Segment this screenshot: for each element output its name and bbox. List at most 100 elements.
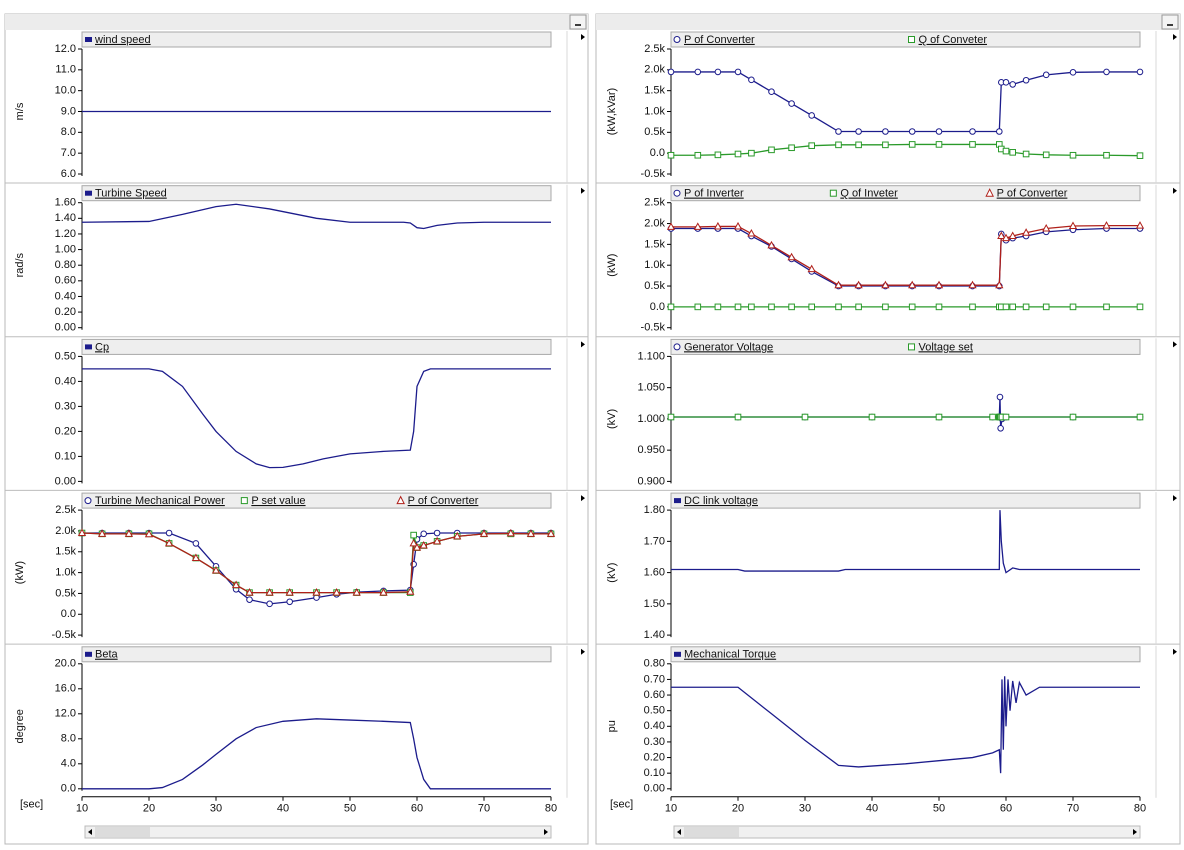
expand-arrow xyxy=(1173,495,1177,502)
marker xyxy=(1069,303,1077,311)
scroll-left[interactable] xyxy=(88,829,92,835)
x-tick-label: 80 xyxy=(545,803,557,815)
marker xyxy=(1135,221,1145,229)
x-tick-label: 20 xyxy=(732,803,744,815)
y-axis-label: degree xyxy=(14,709,26,743)
marker xyxy=(882,303,889,311)
y-tick-label: 1.60 xyxy=(644,567,665,579)
y-tick-label: 0.5k xyxy=(644,126,665,138)
marker xyxy=(191,553,201,562)
marker xyxy=(526,529,536,537)
y-tick-label: 1.50 xyxy=(644,598,665,610)
marker xyxy=(835,141,842,149)
y-tick-label: 2.0k xyxy=(644,64,665,76)
minimize-button[interactable] xyxy=(1161,14,1179,30)
marker xyxy=(881,280,890,289)
legend-label: Voltage set xyxy=(919,341,973,353)
marker xyxy=(734,68,742,76)
marker xyxy=(419,540,428,549)
legend-icon xyxy=(85,344,92,350)
marker xyxy=(285,588,294,596)
marker xyxy=(747,228,756,237)
marker xyxy=(908,141,916,148)
marker xyxy=(788,144,795,152)
y-axis-label: pu xyxy=(606,720,618,732)
marker xyxy=(935,303,943,311)
marker xyxy=(734,413,742,421)
marker xyxy=(882,128,889,135)
marker xyxy=(667,151,675,159)
marker xyxy=(969,128,976,135)
legend-icon xyxy=(908,343,915,351)
marker xyxy=(1002,413,1010,421)
marker xyxy=(453,531,462,540)
marker xyxy=(1069,151,1077,159)
scroll-right[interactable] xyxy=(1133,829,1137,835)
x-tick-label: 10 xyxy=(76,803,88,815)
y-tick-label: 11.0 xyxy=(55,64,76,76)
x-tick-label: 40 xyxy=(866,803,878,815)
y-axis-label: m/s xyxy=(14,102,26,120)
scroll-left[interactable] xyxy=(677,829,681,835)
y-tick-label: 2.0k xyxy=(644,217,665,229)
left-toolbar xyxy=(5,14,588,30)
scrollbar[interactable] xyxy=(84,825,552,839)
marker xyxy=(1103,303,1110,311)
y-tick-label: 0.50 xyxy=(55,350,76,362)
marker xyxy=(1022,76,1030,84)
x-tick-label: 80 xyxy=(1134,803,1146,815)
legend-label: Q of Inveter xyxy=(840,188,898,200)
x-tick-label: 70 xyxy=(478,803,490,815)
y-tick-label: 10.0 xyxy=(55,85,76,97)
marker xyxy=(433,529,441,537)
marker xyxy=(935,141,943,148)
marker xyxy=(1069,69,1077,76)
scroll-track[interactable] xyxy=(673,825,1141,839)
y-tick-label: 2.5k xyxy=(644,197,665,209)
expand-arrow xyxy=(581,34,585,40)
legend-icon xyxy=(985,188,994,197)
y-tick-label: 1.0k xyxy=(55,567,76,579)
y-tick-label: 0.70 xyxy=(644,673,665,685)
marker xyxy=(1022,303,1030,311)
marker xyxy=(855,303,862,311)
marker xyxy=(734,303,742,311)
marker xyxy=(787,252,796,261)
marker xyxy=(1103,151,1110,159)
y-tick-label: 4.0 xyxy=(61,758,76,770)
right-toolbar xyxy=(596,14,1180,30)
marker xyxy=(868,413,876,421)
legend-label: Turbine Mechanical Power xyxy=(95,495,225,507)
legend-label: wind speed xyxy=(94,34,151,46)
scroll-thumb[interactable] xyxy=(684,827,739,837)
minimize-button[interactable] xyxy=(569,14,587,30)
legend-bar xyxy=(670,185,1141,202)
marker xyxy=(266,600,273,608)
scrollbar[interactable] xyxy=(673,825,1141,839)
marker xyxy=(807,264,816,273)
marker xyxy=(412,543,422,551)
y-tick-label: 7.0 xyxy=(61,147,76,159)
expand-arrow xyxy=(581,187,585,194)
y-tick-label: 0.0 xyxy=(61,783,76,795)
marker xyxy=(1001,233,1011,242)
marker xyxy=(713,221,723,230)
scroll-track[interactable] xyxy=(84,825,552,839)
scroll-right[interactable] xyxy=(544,829,548,835)
marker xyxy=(1009,303,1017,311)
button-frame[interactable] xyxy=(569,14,587,30)
marker xyxy=(1042,151,1050,159)
marker xyxy=(192,540,200,547)
legend-bar xyxy=(81,492,552,509)
marker xyxy=(835,303,842,311)
x-tick-label: 20 xyxy=(143,803,155,815)
scroll-thumb[interactable] xyxy=(95,827,150,837)
legend-icon xyxy=(673,343,681,351)
marker xyxy=(1009,149,1017,156)
button-frame[interactable] xyxy=(1161,14,1179,30)
y-tick-label: 8.0 xyxy=(61,126,76,138)
y-tick-label: -0.5k xyxy=(52,629,77,641)
marker xyxy=(996,393,1004,401)
marker xyxy=(935,128,943,135)
